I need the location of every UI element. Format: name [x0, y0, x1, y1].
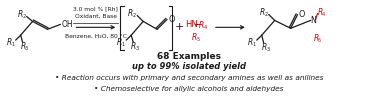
- Text: 4: 4: [203, 25, 206, 30]
- Text: R: R: [21, 42, 26, 51]
- Text: O: O: [168, 15, 175, 24]
- Text: O: O: [299, 10, 305, 19]
- Text: 5: 5: [197, 37, 200, 42]
- Text: R: R: [7, 38, 12, 47]
- Text: +: +: [175, 22, 184, 32]
- Text: Benzene, H₂O, 80 °C: Benzene, H₂O, 80 °C: [65, 34, 127, 39]
- Text: 5: 5: [318, 38, 321, 43]
- Text: OH: OH: [62, 20, 73, 29]
- Text: 4: 4: [322, 12, 325, 17]
- Text: HN: HN: [185, 20, 198, 29]
- Text: up to 99% isolated yield: up to 99% isolated yield: [132, 62, 246, 71]
- Text: R: R: [318, 8, 323, 17]
- Text: • Reaction occurs with primary and secondary amines as well as anilines: • Reaction occurs with primary and secon…: [55, 75, 323, 81]
- Text: 2: 2: [133, 13, 136, 18]
- Text: R: R: [128, 9, 133, 18]
- Text: R: R: [199, 21, 204, 30]
- Text: 2: 2: [264, 12, 267, 17]
- Text: R: R: [313, 34, 319, 43]
- Text: R: R: [260, 8, 265, 17]
- Text: R: R: [248, 38, 253, 47]
- Text: 3.0 mol % [Rh]: 3.0 mol % [Rh]: [73, 6, 118, 11]
- Text: 3: 3: [136, 46, 139, 51]
- Text: 68 Examples: 68 Examples: [157, 52, 221, 61]
- Text: 1: 1: [122, 42, 125, 47]
- Text: 1: 1: [11, 42, 14, 47]
- Text: 3: 3: [25, 46, 28, 51]
- Text: • Chemoselective for allylic alcohols and aldehydes: • Chemoselective for allylic alcohols an…: [94, 85, 284, 92]
- Text: 2: 2: [22, 14, 25, 19]
- Text: 1: 1: [252, 42, 256, 47]
- Text: Oxidant, Base: Oxidant, Base: [75, 14, 117, 19]
- Text: 3: 3: [266, 47, 270, 52]
- Text: R: R: [192, 33, 197, 42]
- Text: R: R: [262, 43, 267, 52]
- Text: R: R: [117, 38, 122, 47]
- Text: R: R: [18, 10, 23, 19]
- Text: R: R: [131, 42, 136, 51]
- Text: N: N: [311, 16, 316, 25]
